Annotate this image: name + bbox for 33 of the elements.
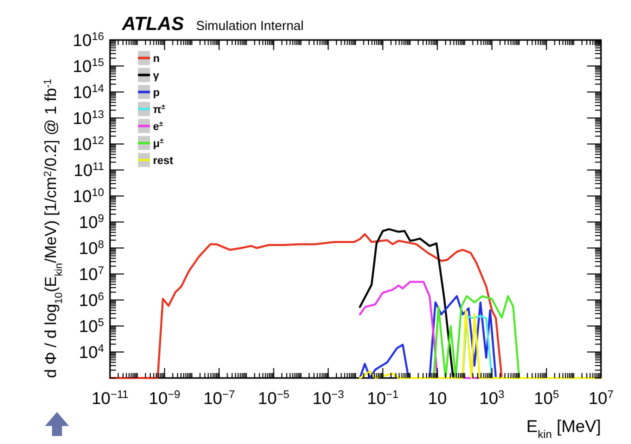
legend-label: γ xyxy=(153,70,160,82)
y-tick-label: 10$^{9}$ xyxy=(78,213,104,232)
x-tick-label: 10$^{−7}$ xyxy=(203,389,235,408)
legend-label: n xyxy=(153,53,160,65)
y-tick-label: 10$^{7}$ xyxy=(78,265,104,284)
x-tick-label: 10$^{−11}$ xyxy=(92,389,128,408)
y-tick-label: 10$^{6}$ xyxy=(78,291,104,310)
y-tick-label: 10$^{14}$ xyxy=(72,83,104,102)
x-tick-label: 10$^{−1}$ xyxy=(367,389,399,408)
x-tick-label: 10$^{−3}$ xyxy=(312,389,344,408)
legend-label: e$^{±}$ xyxy=(153,120,164,133)
x-axis-title: E$_{kin}$ [MeV] xyxy=(526,417,601,441)
y-tick-label: 10$^{10}$ xyxy=(72,187,104,206)
x-tick-label: 10$^{3}$ xyxy=(479,389,504,408)
y-tick-label: 10$^{15}$ xyxy=(72,57,104,76)
legend-label: π$^{±}$ xyxy=(153,103,166,116)
x-tick-label: 10$^{−5}$ xyxy=(258,389,290,408)
chart-subtitle: Simulation Internal xyxy=(196,18,304,33)
x-tick-label: 10 xyxy=(428,389,447,408)
x-tick-label: 10$^{5}$ xyxy=(534,389,559,408)
legend-label: p xyxy=(153,87,160,99)
legend-label: μ$^{±}$ xyxy=(153,137,164,150)
y-tick-label: 10$^{5}$ xyxy=(78,317,104,336)
y-tick-label: 10$^{12}$ xyxy=(72,135,104,154)
y-tick-label: 10$^{13}$ xyxy=(72,109,104,128)
x-tick-label: 10$^{7}$ xyxy=(588,389,614,408)
y-tick-label: 10$^{4}$ xyxy=(78,343,104,362)
y-tick-label: 10$^{11}$ xyxy=(74,161,104,180)
x-tick-label: 10$^{−9}$ xyxy=(148,389,180,408)
y-tick-label: 10$^{16}$ xyxy=(72,31,104,50)
legend-label: rest xyxy=(153,155,174,167)
chart-title: ATLAS xyxy=(121,14,184,35)
y-tick-label: 10$^{8}$ xyxy=(78,239,104,258)
